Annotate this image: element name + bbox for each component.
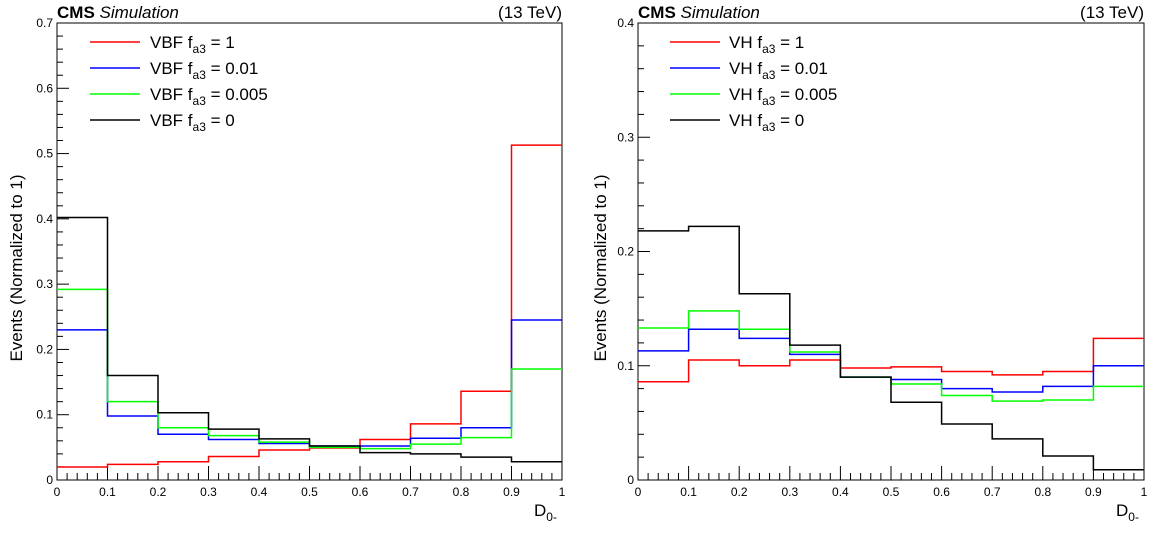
y-tick-label: 0.1 xyxy=(617,359,634,373)
x-tick-label: 0.1 xyxy=(99,485,116,499)
x-tick-label: 0.5 xyxy=(301,485,318,499)
legend-label: VH fa3 = 0.005 xyxy=(729,85,837,108)
x-tick-label: 0.6 xyxy=(352,485,369,499)
series-line xyxy=(638,226,1144,469)
x-tick-label: 0.9 xyxy=(1085,485,1102,499)
x-tick-label: 0.8 xyxy=(453,485,470,499)
x-axis-title: D0- xyxy=(534,501,557,524)
x-tick-label: 0.3 xyxy=(781,485,798,499)
energy-label: (13 TeV) xyxy=(498,3,562,22)
x-tick-label: 1 xyxy=(1141,485,1148,499)
x-tick-label: 0.7 xyxy=(402,485,419,499)
legend-label: VBF fa3 = 1 xyxy=(150,33,235,56)
x-tick-label: 0.8 xyxy=(1034,485,1051,499)
x-tick-label: 0.4 xyxy=(832,485,849,499)
legend-label: VH fa3 = 1 xyxy=(729,33,804,56)
legend-label: VH fa3 = 0.01 xyxy=(729,59,828,82)
y-tick-label: 0.3 xyxy=(36,277,53,291)
y-tick-label: 0.4 xyxy=(617,16,634,30)
series-line xyxy=(57,145,562,467)
y-tick-label: 0 xyxy=(627,473,634,487)
x-axis-title: D0- xyxy=(1116,501,1139,524)
plot-frame xyxy=(638,23,1144,480)
x-tick-label: 1 xyxy=(559,485,566,499)
series-line xyxy=(57,218,562,462)
cms-header: CMS Simulation xyxy=(57,3,179,22)
x-tick-label: 0.7 xyxy=(984,485,1001,499)
legend-label: VBF fa3 = 0 xyxy=(150,111,235,134)
legend-label: VH fa3 = 0 xyxy=(729,111,804,134)
y-tick-label: 0.5 xyxy=(36,147,53,161)
y-tick-label: 0.3 xyxy=(617,130,634,144)
left-panel: 0 0.1 0.2 0.3 0.4 0.5 0.6 0.7 0 0.1 0.2 0.3 0.4 0.5 0.… xyxy=(7,3,566,524)
right-panel: 0 0.1 0.2 0.3 0.4 0 0.1 0.2 0.3 0.4 0.5 0.6 0.7 0.8 0.… xyxy=(591,3,1148,524)
x-tick-label: 0 xyxy=(54,485,61,499)
x-tick-label: 0.4 xyxy=(251,485,268,499)
x-tick-label: 0.2 xyxy=(731,485,748,499)
y-axis-title: Events (Normalized to 1) xyxy=(7,174,26,361)
series-line xyxy=(638,338,1144,381)
legend-label: VBF fa3 = 0.005 xyxy=(150,85,268,108)
y-axis-title: Events (Normalized to 1) xyxy=(591,174,610,361)
x-tick-label: 0.3 xyxy=(200,485,217,499)
series-line xyxy=(57,320,562,446)
x-tick-label: 0 xyxy=(635,485,642,499)
series-line xyxy=(57,289,562,448)
x-tick-label: 0.6 xyxy=(933,485,950,499)
y-tick-label: 0.7 xyxy=(36,16,53,30)
x-tick-label: 0.5 xyxy=(883,485,900,499)
y-tick-label: 0.6 xyxy=(36,81,53,95)
y-tick-label: 0.4 xyxy=(36,212,53,226)
cms-header: CMS Simulation xyxy=(638,3,760,22)
legend-label: VBF fa3 = 0.01 xyxy=(150,59,258,82)
y-tick-label: 0.1 xyxy=(36,408,53,422)
y-tick-label: 0.2 xyxy=(617,245,634,259)
y-tick-label: 0 xyxy=(46,473,53,487)
plot-frame xyxy=(57,23,562,480)
y-tick-label: 0.2 xyxy=(36,342,53,356)
x-tick-label: 0.2 xyxy=(150,485,167,499)
x-tick-label: 0.1 xyxy=(680,485,697,499)
energy-label: (13 TeV) xyxy=(1080,3,1144,22)
x-tick-label: 0.9 xyxy=(503,485,520,499)
